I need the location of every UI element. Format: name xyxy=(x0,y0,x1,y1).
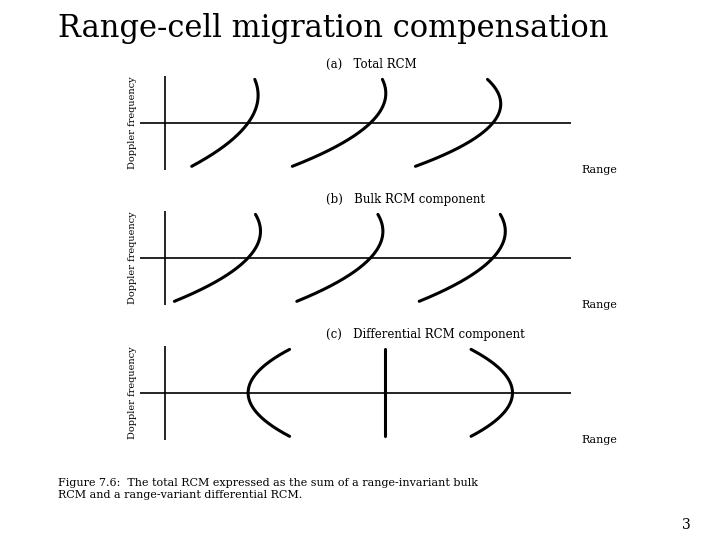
Text: Figure 7.6:  The total RCM expressed as the sum of a range-invariant bulk
RCM an: Figure 7.6: The total RCM expressed as t… xyxy=(58,478,477,500)
Text: 3: 3 xyxy=(683,518,691,532)
Text: (a)   Total RCM: (a) Total RCM xyxy=(326,58,417,71)
Text: Doppler frequency: Doppler frequency xyxy=(128,212,137,304)
Text: Range-cell migration compensation: Range-cell migration compensation xyxy=(58,14,608,44)
Text: Range: Range xyxy=(581,300,617,310)
Text: Range: Range xyxy=(581,165,617,175)
Text: Range: Range xyxy=(581,435,617,445)
Text: (c)   Differential RCM component: (c) Differential RCM component xyxy=(326,328,525,341)
Text: (b)   Bulk RCM component: (b) Bulk RCM component xyxy=(326,193,485,206)
Text: Doppler frequency: Doppler frequency xyxy=(128,347,137,439)
Text: Doppler frequency: Doppler frequency xyxy=(128,77,137,169)
